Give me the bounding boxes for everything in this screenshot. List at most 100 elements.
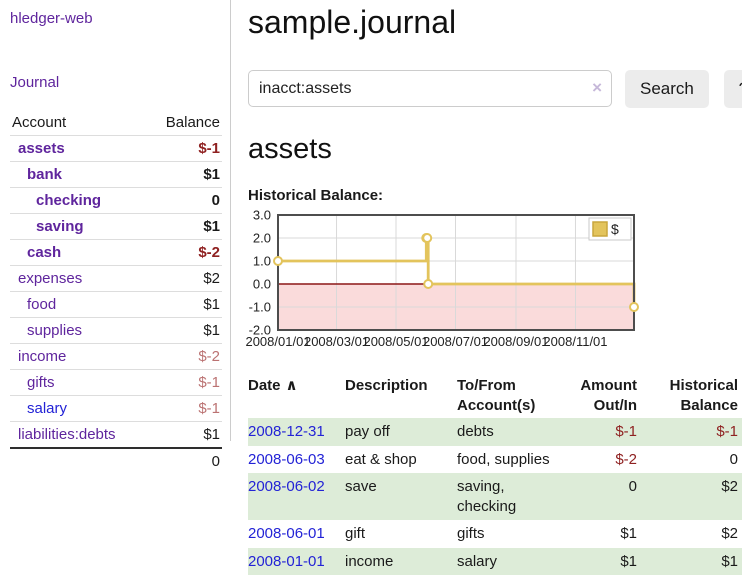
transaction-date-link[interactable]: 2008-06-01 [248,525,325,543]
transaction-description: gift [345,525,366,543]
account-link[interactable]: food [27,296,57,313]
main-content: sample.journal × Search ? assets Histori… [231,0,742,576]
transaction-accounts: debts [457,423,494,441]
account-link[interactable]: liabilities:debts [18,426,116,443]
sidebar: hledger-web Journal Account Balance asse… [0,0,231,474]
transactions-table: Date ∧ Description To/From Account(s) Amo… [248,374,742,576]
account-balance: $1 [147,291,222,318]
transaction-balance: $2 [721,478,738,496]
account-row: checking 0 [10,187,222,214]
account-link[interactable]: checking [36,192,102,209]
svg-text:0.0: 0.0 [253,276,271,291]
accounts-total-row: 0 [10,447,222,474]
account-link[interactable]: cash [27,244,62,261]
svg-text:1.0: 1.0 [253,253,271,268]
svg-text:2008/03/01: 2008/03/01 [304,334,369,349]
app-brand-link[interactable]: hledger-web [10,10,93,27]
transaction-balance: $2 [721,525,738,543]
svg-text:-1.0: -1.0 [249,299,271,314]
transaction-description: save [345,478,377,496]
account-row: food $1 [10,291,222,318]
transaction-amount: $-1 [615,423,637,441]
search-box: × [248,70,612,108]
transaction-date-link[interactable]: 2008-01-01 [248,552,325,570]
sort-ascending-icon: ∧ [285,376,298,394]
svg-text:2.0: 2.0 [253,230,271,245]
svg-text:2008/05/01: 2008/05/01 [363,334,428,349]
svg-text:2008/01/01: 2008/01/01 [245,334,310,349]
account-balance: $-2 [147,343,222,370]
account-link[interactable]: assets [18,140,65,157]
account-row: cash $-2 [10,239,222,266]
transaction-date-link[interactable]: 2008-12-31 [248,423,325,441]
accounts-header-account: Account [12,114,67,131]
svg-text:-2.0: -2.0 [249,322,271,337]
account-row: assets $-1 [10,135,222,162]
transaction-balance: $1 [721,552,738,570]
column-header-balance: Historical Balance [669,376,738,415]
accounts-table: Account Balance assets $-1 bank $1 checking 0… [10,110,222,474]
account-row: liabilities:debts $1 [10,421,222,448]
balance-chart: 3.0 2.0 1.0 0.0 -1.0 -2.02008/01/012008/03/01… [245,207,639,349]
transaction-row: 2008-12-31 pay off debts $-1 $-1 [248,418,742,446]
account-row: supplies $1 [10,317,222,344]
transaction-row: 2008-01-01 income salary $1 $1 [248,547,742,576]
svg-text:3.0: 3.0 [253,207,271,222]
account-row: expenses $2 [10,265,222,292]
transaction-amount: $1 [620,525,637,543]
transaction-amount: $1 [620,552,637,570]
account-row: salary $-1 [10,395,222,422]
transaction-date-link[interactable]: 2008-06-02 [248,478,325,496]
column-header-date[interactable]: Date ∧ [248,376,298,394]
transaction-accounts: food, supplies [457,450,550,468]
account-row: income $-2 [10,343,222,370]
search-input[interactable] [248,70,612,108]
account-row: bank $1 [10,161,222,188]
account-link[interactable]: supplies [27,322,83,339]
account-balance: $-2 [147,239,222,266]
transactions-header-row: Date ∧ Description To/From Account(s) Amo… [248,374,742,419]
search-button[interactable]: Search [625,69,709,108]
svg-text:2008/09/01: 2008/09/01 [483,334,548,349]
transaction-row: 2008-06-02 save saving, checking 0 $2 [248,473,742,521]
chart-container: 3.0 2.0 1.0 0.0 -1.0 -2.0 2008/01/01 2008/03/01… [245,207,742,353]
sidebar-item-journal[interactable]: Journal [10,74,60,91]
account-balance: $2 [147,265,222,292]
transaction-amount: $-2 [615,450,637,468]
transaction-row: 2008-06-01 gift gifts $1 $2 [248,520,742,548]
account-row: gifts $-1 [10,369,222,396]
transaction-date-link[interactable]: 2008-06-03 [248,450,325,468]
clear-search-icon[interactable]: × [592,78,602,98]
help-button[interactable]: ? [723,69,742,108]
account-balance: 0 [147,187,222,214]
account-balance: $-1 [147,369,222,396]
accounts-header-row: Account Balance [10,110,222,136]
chart-label: Historical Balance: [248,186,384,204]
account-link[interactable]: bank [27,166,63,183]
account-balance: $-1 [147,395,222,422]
account-balance: $-1 [147,135,222,162]
account-link[interactable]: gifts [27,374,55,391]
account-link[interactable]: saving [36,218,84,235]
transaction-description: income [345,552,394,570]
transaction-accounts: salary [457,552,498,570]
account-balance: $1 [147,213,222,240]
account-balance: $1 [147,161,222,188]
account-link[interactable]: income [18,348,67,365]
search-form: × Search ? [248,69,742,108]
accounts-header-balance: Balance [165,114,220,131]
transaction-description: eat & shop [345,450,417,468]
account-link[interactable]: salary [27,400,68,417]
svg-text:2008/11/01: 2008/11/01 [543,334,607,349]
page-title: sample.journal [248,4,457,40]
svg-text:2008/07/01: 2008/07/01 [423,334,488,349]
account-balance: $1 [147,317,222,344]
account-link[interactable]: expenses [18,270,83,287]
transaction-row: 2008-06-03 eat & shop food, supplies $-2 0 [248,446,742,474]
transaction-balance: $-1 [716,423,738,441]
account-heading: assets [248,132,332,165]
transaction-amount: 0 [628,478,637,496]
transaction-accounts: saving, checking [457,478,517,515]
column-header-amount: Amount Out/In [580,376,637,415]
column-header-accounts: To/From Account(s) [457,376,536,415]
